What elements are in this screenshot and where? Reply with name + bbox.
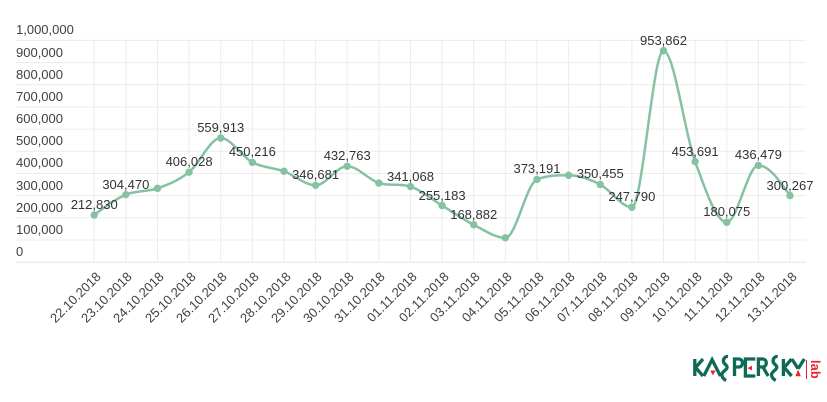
data-point (375, 179, 383, 187)
letter-Y-red-triangle (795, 369, 801, 377)
data-point-label: 450,216 (228, 144, 276, 160)
data-point-label: 406,028 (165, 154, 213, 170)
logo-lab-text: lab (806, 359, 822, 379)
data-point (280, 167, 288, 175)
data-point-label: 304,470 (102, 176, 150, 192)
data-point-label: 212,830 (70, 196, 118, 212)
data-point (470, 221, 478, 229)
y-tick-label: 500,000 (16, 133, 63, 149)
data-point-label: 432,763 (323, 148, 371, 164)
y-tick-label: 1,000,000 (16, 22, 74, 38)
data-point-label: 180,075 (703, 204, 751, 220)
data-point-label: 341,068 (386, 168, 434, 184)
data-point (723, 218, 731, 226)
letter-Y (790, 358, 800, 370)
letter-P (732, 357, 745, 376)
data-point (153, 184, 162, 193)
data-point (786, 191, 794, 200)
data-point-label: 436,479 (734, 147, 782, 163)
letter-R (761, 366, 770, 377)
data-point (217, 134, 225, 142)
y-tick-label: 100,000 (16, 222, 63, 238)
data-point-label: 953,862 (639, 32, 687, 48)
data-point-label: 373,191 (513, 161, 561, 177)
letter-R (756, 357, 768, 376)
data-point (754, 161, 763, 170)
data-point (564, 171, 573, 179)
letter-A-red-triangle (710, 370, 716, 376)
y-tick-label: 800,000 (16, 66, 63, 82)
letter-E-red-arrow (747, 365, 752, 371)
letter-K (693, 357, 705, 378)
data-point (248, 158, 257, 167)
y-tick-label: 300,000 (16, 177, 63, 193)
data-point (185, 168, 193, 176)
y-tick-label: 900,000 (16, 44, 63, 60)
data-point-label: 453,691 (671, 143, 719, 159)
data-point (343, 162, 351, 170)
y-tick-label: 700,000 (16, 88, 63, 104)
letter-K (782, 357, 793, 378)
data-point (438, 201, 446, 210)
data-point-label: 559,913 (197, 120, 245, 135)
y-tick-label: 400,000 (16, 155, 63, 171)
data-point (596, 180, 604, 189)
data-point (533, 175, 541, 184)
data-point (501, 234, 510, 242)
data-point-label: 247,790 (608, 189, 656, 205)
letter-E (743, 357, 756, 378)
data-point-label: 255,183 (418, 187, 466, 203)
letter-S (720, 354, 729, 382)
data-point (628, 203, 636, 211)
data-point-label: 168,882 (450, 206, 498, 222)
data-point-label: 350,455 (576, 166, 624, 182)
data-point (691, 157, 699, 166)
data-point-label: 346,681 (292, 167, 340, 183)
data-point (90, 211, 98, 219)
y-tick-label: 200,000 (16, 199, 63, 215)
y-tick-label: 0 (16, 244, 24, 260)
letter-A (702, 355, 722, 377)
data-point (659, 46, 668, 55)
data-point-label: 300,267 (766, 177, 814, 193)
y-tick-label: 600,000 (16, 111, 63, 127)
letter-S (769, 354, 779, 382)
data-point (311, 181, 320, 190)
kaspersky-wordmark (693, 354, 806, 382)
data-point (406, 182, 415, 191)
letter-Y (796, 358, 806, 370)
kaspersky-lab-logo: lab (691, 352, 822, 386)
data-point (122, 190, 130, 199)
